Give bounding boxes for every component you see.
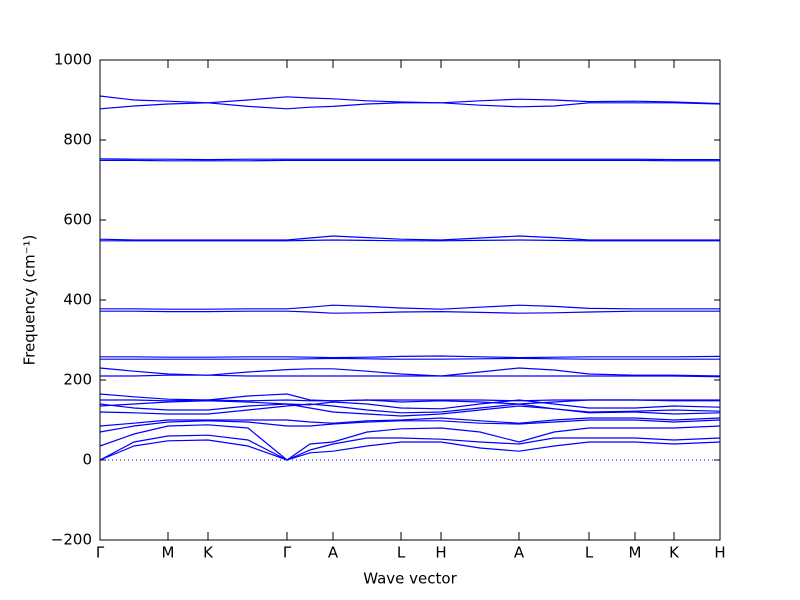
- x-tick-label: K: [669, 544, 680, 562]
- x-tick-label: Γ: [96, 544, 105, 562]
- x-tick-label: Γ: [283, 544, 292, 562]
- x-tick-label: M: [629, 544, 642, 562]
- band-line: [99, 439, 721, 461]
- y-tick-label: 200: [63, 371, 92, 389]
- band-line: [99, 158, 720, 161]
- band-line: [100, 357, 720, 360]
- x-tick-label: A: [328, 544, 339, 562]
- band-line: [99, 102, 721, 110]
- band-line: [99, 400, 721, 417]
- band-line: [100, 399, 720, 402]
- band-line: [99, 403, 721, 415]
- y-tick-label: −200: [51, 531, 92, 549]
- band-line: [99, 424, 721, 461]
- band-line: [100, 304, 720, 310]
- y-tick-label: 1000: [54, 51, 92, 69]
- band-line: [99, 393, 720, 405]
- band-line: [99, 399, 721, 411]
- x-tick-label: L: [585, 544, 594, 562]
- y-axis-label: Frequency (cm⁻¹): [21, 235, 39, 366]
- x-tick-label: A: [514, 544, 525, 562]
- y-tick-label: 800: [63, 131, 92, 149]
- x-tick-label: L: [397, 544, 406, 562]
- plot-frame: [99, 59, 721, 541]
- y-tick-label: 0: [82, 451, 92, 469]
- x-tick-label: H: [435, 544, 446, 562]
- x-tick-label: H: [714, 544, 725, 562]
- band-line: [100, 355, 721, 359]
- band-line: [99, 417, 721, 427]
- x-axis-label: Wave vector: [363, 570, 457, 588]
- y-tick-label: 600: [63, 211, 92, 229]
- band-line: [100, 239, 720, 242]
- band-line: [99, 434, 721, 461]
- band-line: [99, 419, 721, 433]
- band-line: [100, 310, 720, 314]
- band-line: [100, 374, 721, 378]
- x-tick-label: M: [162, 544, 175, 562]
- x-tick-label: K: [203, 544, 214, 562]
- band-line: [99, 235, 720, 241]
- y-tick-label: 400: [63, 291, 92, 309]
